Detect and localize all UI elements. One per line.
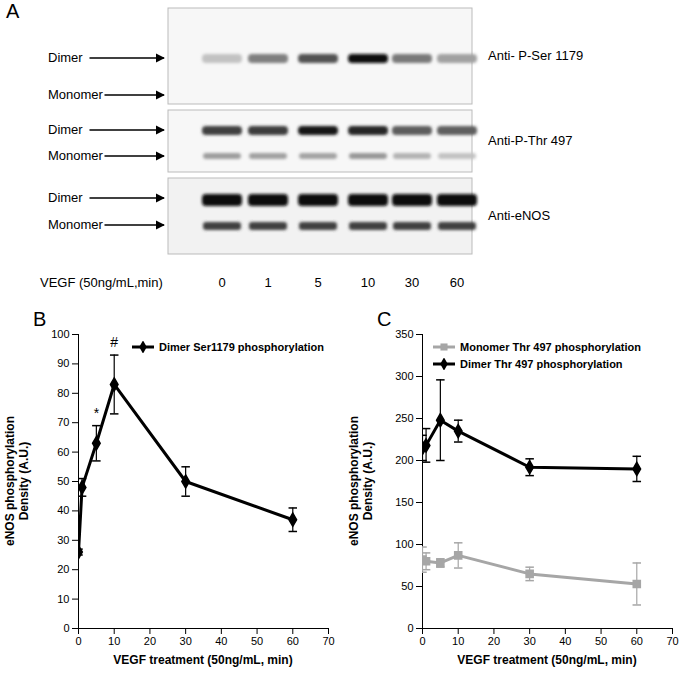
svg-text:10: 10 (57, 593, 69, 605)
svg-text:60: 60 (450, 275, 464, 290)
svg-text:5: 5 (314, 275, 321, 290)
svg-text:Monomer: Monomer (48, 87, 104, 102)
svg-text:40: 40 (215, 635, 227, 647)
svg-text:30: 30 (180, 635, 192, 647)
svg-text:20: 20 (57, 563, 69, 575)
svg-text:0: 0 (419, 635, 425, 647)
svg-text:VEGF (50ng/mL,min): VEGF (50ng/mL,min) (40, 275, 163, 290)
svg-text:10: 10 (108, 635, 120, 647)
svg-text:30: 30 (524, 635, 536, 647)
svg-text:Dimer: Dimer (48, 50, 83, 65)
svg-text:Anti- P-Ser 1179: Anti- P-Ser 1179 (488, 48, 583, 63)
svg-text:20: 20 (144, 635, 156, 647)
svg-text:10: 10 (452, 635, 464, 647)
svg-text:Dimer: Dimer (48, 190, 83, 205)
svg-text:40: 40 (57, 504, 69, 516)
svg-text:70: 70 (322, 635, 334, 647)
svg-text:40: 40 (559, 635, 571, 647)
svg-text:200: 200 (395, 454, 413, 466)
svg-text:250: 250 (395, 412, 413, 424)
svg-text:*: * (94, 405, 100, 421)
svg-text:0: 0 (63, 622, 69, 634)
svg-text:70: 70 (57, 416, 69, 428)
svg-text:VEGF treatment (50ng/mL, min): VEGF treatment (50ng/mL, min) (457, 653, 636, 667)
svg-text:60: 60 (631, 635, 643, 647)
svg-text:350: 350 (395, 328, 413, 340)
svg-text:150: 150 (395, 496, 413, 508)
html-text:Dimer Thr 497 phosphorylation: Dimer Thr 497 phosphorylation (460, 357, 623, 370)
svg-text:VEGF treatment (50ng/mL, min): VEGF treatment (50ng/mL, min) (113, 653, 292, 667)
svg-text:90: 90 (57, 357, 69, 369)
svg-text:0: 0 (407, 622, 413, 634)
svg-text:300: 300 (395, 370, 413, 382)
svg-text:100: 100 (51, 328, 69, 340)
svg-text:#: # (110, 334, 118, 350)
html-text:C: C (377, 308, 392, 330)
svg-text:50: 50 (595, 635, 607, 647)
html-text:Monomer Thr 497 phosphorylatio: Monomer Thr 497 phosphorylation (460, 340, 641, 353)
svg-text:0: 0 (75, 635, 81, 647)
html-text:Dimer Ser1179 phosphorylation: Dimer Ser1179 phosphorylation (158, 340, 324, 353)
html-text:A: A (6, 0, 20, 22)
svg-text:eNOS phosphorylationDensity (A: eNOS phosphorylationDensity (A.U.) (347, 416, 375, 546)
svg-text:80: 80 (57, 387, 69, 399)
svg-text:50: 50 (251, 635, 263, 647)
svg-text:Monomer: Monomer (48, 217, 104, 232)
svg-text:1: 1 (264, 275, 271, 290)
svg-text:100: 100 (395, 538, 413, 550)
svg-text:20: 20 (488, 635, 500, 647)
svg-text:70: 70 (666, 635, 678, 647)
svg-text:Monomer: Monomer (48, 148, 104, 163)
svg-text:eNOS phosphorylationDensity (A: eNOS phosphorylationDensity (A.U.) (3, 416, 31, 546)
svg-text:60: 60 (287, 635, 299, 647)
svg-text:Anti-eNOS: Anti-eNOS (488, 208, 550, 223)
svg-text:30: 30 (405, 275, 419, 290)
svg-text:50: 50 (57, 475, 69, 487)
svg-text:10: 10 (361, 275, 375, 290)
svg-text:30: 30 (57, 534, 69, 546)
svg-text:60: 60 (57, 446, 69, 458)
svg-text:Dimer: Dimer (48, 122, 83, 137)
html-text:B: B (33, 308, 47, 330)
svg-text:50: 50 (401, 580, 413, 592)
svg-text:0: 0 (218, 275, 225, 290)
svg-text:Anti-P-Thr 497: Anti-P-Thr 497 (488, 133, 573, 148)
